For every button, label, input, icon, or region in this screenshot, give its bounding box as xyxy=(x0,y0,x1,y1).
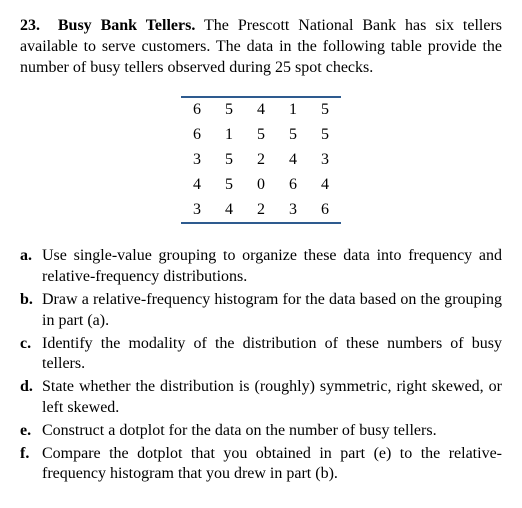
part-text: Identify the modality of the distributio… xyxy=(42,334,502,376)
table-cell: 5 xyxy=(213,97,245,123)
part-item: d.State whether the distribution is (rou… xyxy=(20,377,502,419)
part-item: e.Construct a dotplot for the data on th… xyxy=(20,421,502,442)
parts-list: a.Use single-value grouping to organize … xyxy=(20,246,502,485)
table-cell: 0 xyxy=(245,173,277,198)
problem-intro: 23. Busy Bank Tellers. The Prescott Nati… xyxy=(20,16,502,78)
table-row: 35243 xyxy=(181,148,341,173)
part-letter: f. xyxy=(20,444,42,486)
part-letter: c. xyxy=(20,334,42,376)
part-item: c.Identify the modality of the distribut… xyxy=(20,334,502,376)
table-cell: 2 xyxy=(245,148,277,173)
table-cell: 1 xyxy=(277,97,309,123)
part-letter: a. xyxy=(20,246,42,288)
table-cell: 5 xyxy=(309,123,341,148)
table-cell: 3 xyxy=(277,198,309,224)
table-row: 45064 xyxy=(181,173,341,198)
table-cell: 6 xyxy=(309,198,341,224)
table-cell: 4 xyxy=(181,173,213,198)
part-text: Compare the dotplot that you obtained in… xyxy=(42,444,502,486)
table-cell: 3 xyxy=(309,148,341,173)
part-text: Construct a dotplot for the data on the … xyxy=(42,421,502,442)
part-item: f.Compare the dotplot that you obtained … xyxy=(20,444,502,486)
problem-title: Busy Bank Tellers. xyxy=(58,17,195,34)
table-row: 61555 xyxy=(181,123,341,148)
table-cell: 5 xyxy=(213,173,245,198)
table-cell: 5 xyxy=(245,123,277,148)
table-row: 34236 xyxy=(181,198,341,224)
problem-number: 23. xyxy=(20,17,40,34)
table-cell: 5 xyxy=(213,148,245,173)
part-text: Draw a relative-frequency histogram for … xyxy=(42,290,502,332)
table-cell: 6 xyxy=(181,123,213,148)
table-cell: 3 xyxy=(181,148,213,173)
table-cell: 4 xyxy=(277,148,309,173)
part-text: State whether the distribution is (rough… xyxy=(42,377,502,419)
table-cell: 4 xyxy=(245,97,277,123)
table-cell: 4 xyxy=(309,173,341,198)
table-cell: 5 xyxy=(309,97,341,123)
part-item: a.Use single-value grouping to organize … xyxy=(20,246,502,288)
table-cell: 5 xyxy=(277,123,309,148)
table-cell: 6 xyxy=(277,173,309,198)
part-letter: e. xyxy=(20,421,42,442)
table-row: 65415 xyxy=(181,97,341,123)
part-letter: d. xyxy=(20,377,42,419)
data-table-body: 6541561555352434506434236 xyxy=(181,97,341,223)
part-text: Use single-value grouping to organize th… xyxy=(42,246,502,288)
table-cell: 1 xyxy=(213,123,245,148)
part-letter: b. xyxy=(20,290,42,332)
part-item: b.Draw a relative-frequency histogram fo… xyxy=(20,290,502,332)
data-table: 6541561555352434506434236 xyxy=(181,96,341,224)
table-cell: 4 xyxy=(213,198,245,224)
data-table-container: 6541561555352434506434236 xyxy=(20,96,502,224)
table-cell: 3 xyxy=(181,198,213,224)
table-cell: 2 xyxy=(245,198,277,224)
table-cell: 6 xyxy=(181,97,213,123)
